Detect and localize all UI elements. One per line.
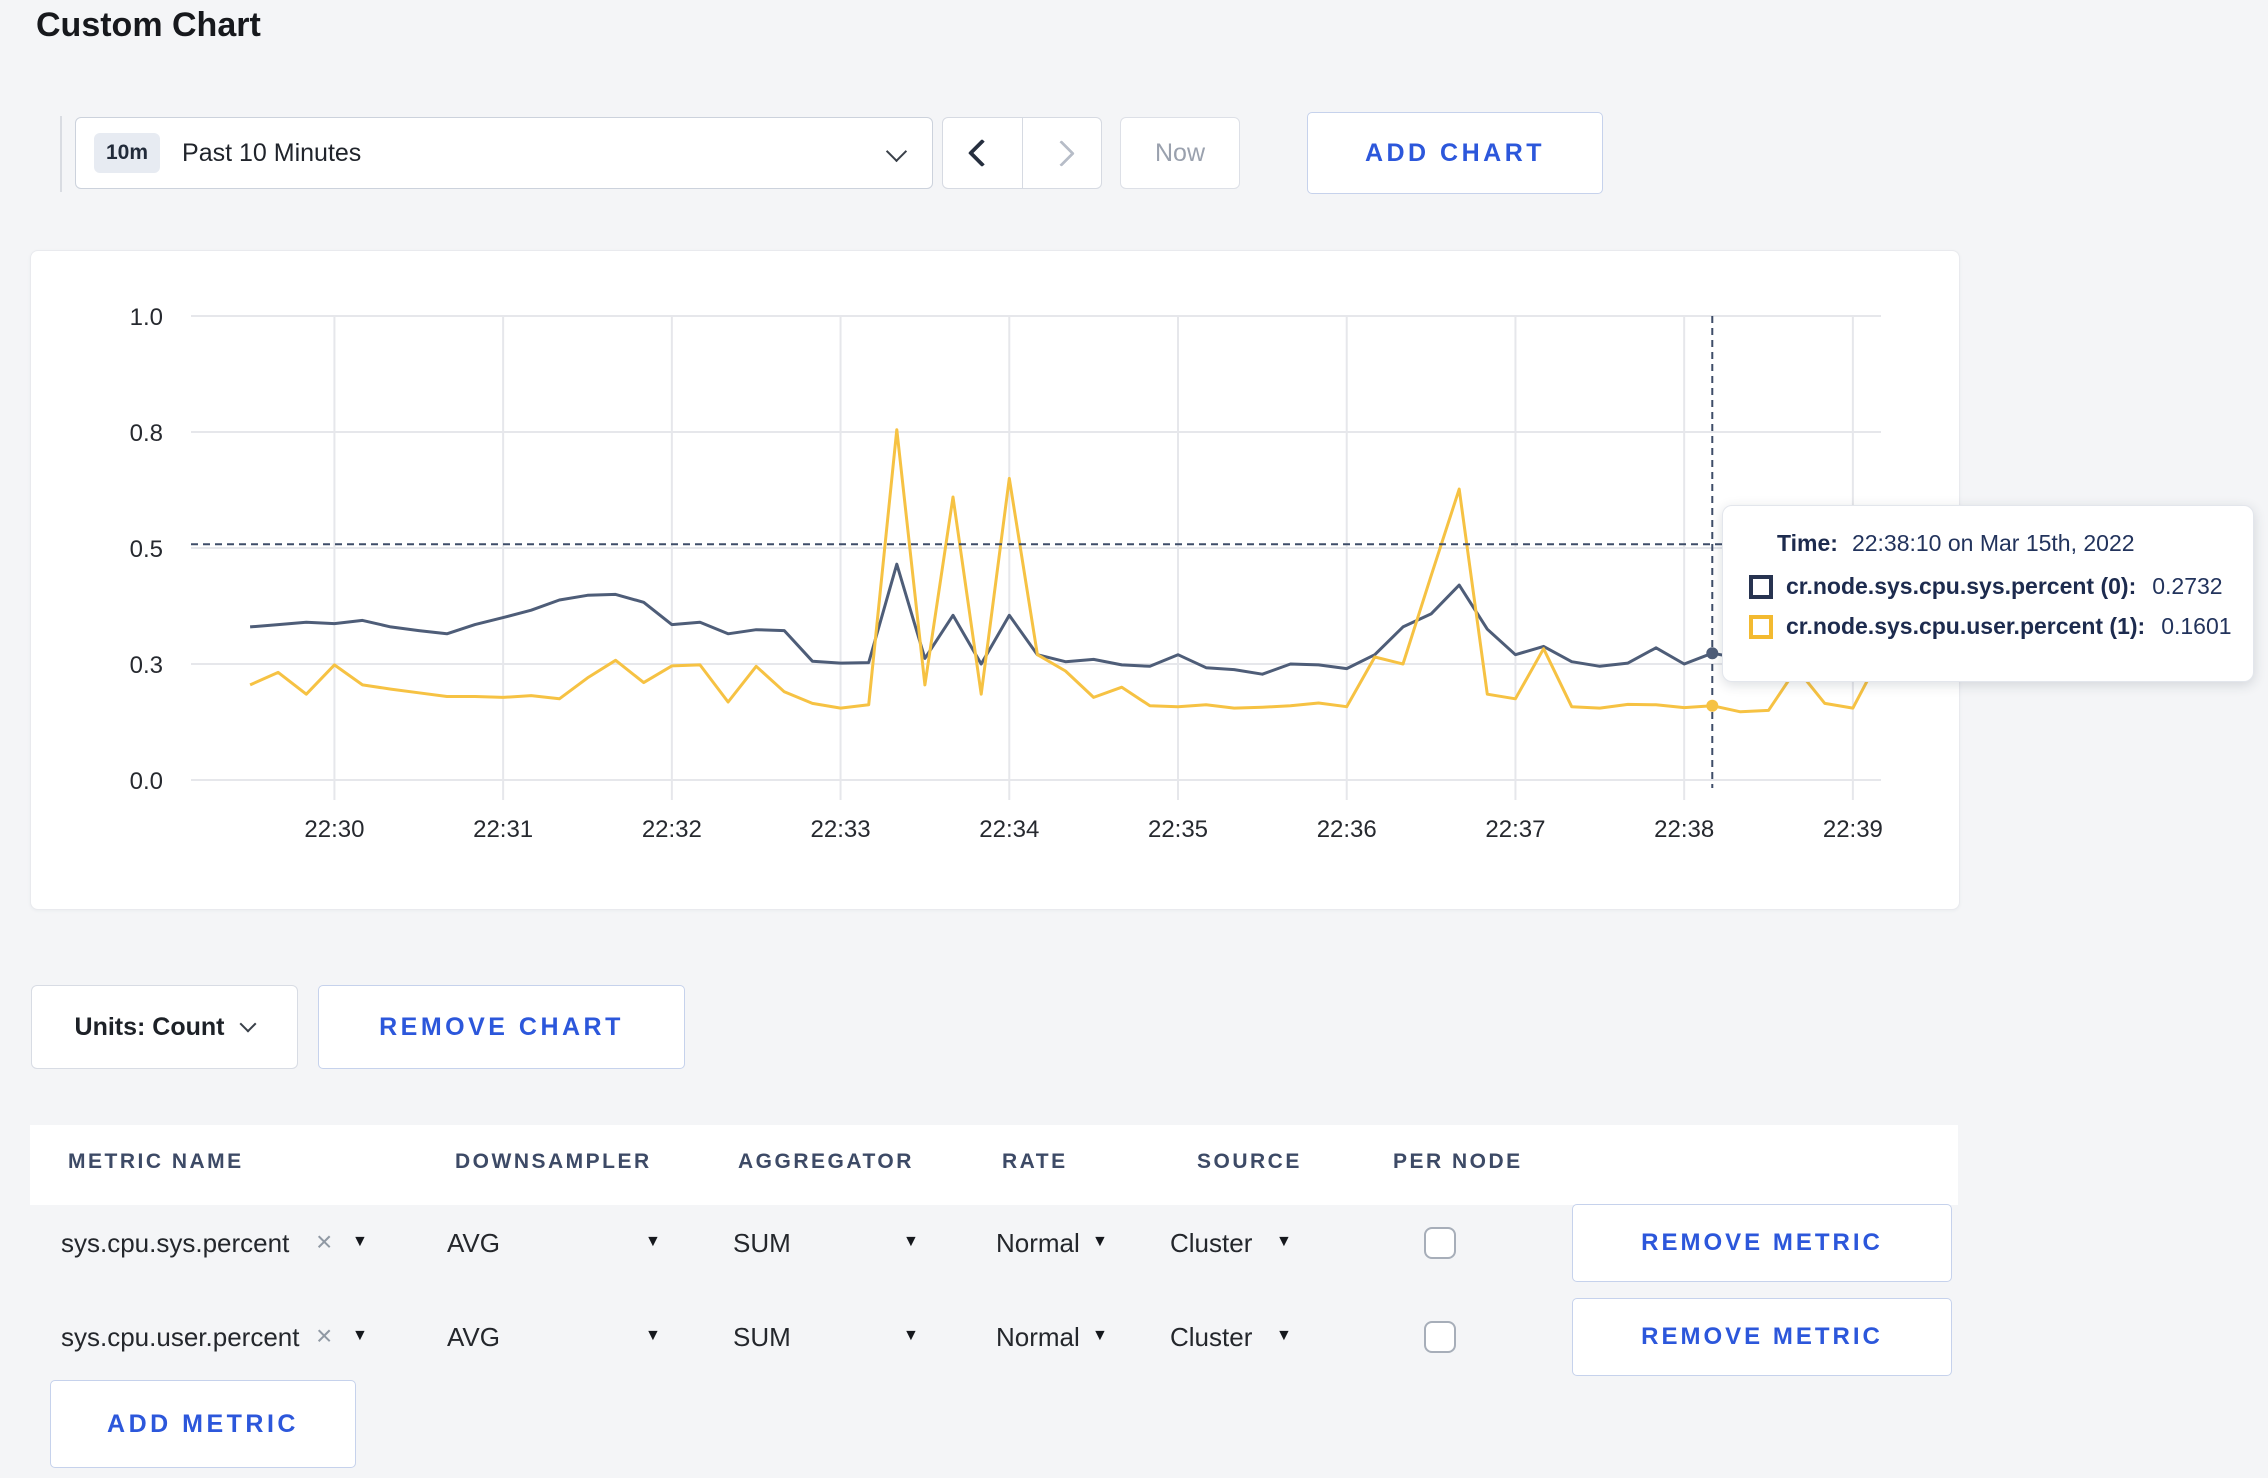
source-select[interactable]: Cluster: [1170, 1228, 1253, 1258]
svg-text:1.0: 1.0: [130, 304, 163, 331]
metric-name-select[interactable]: sys.cpu.sys.percent: [61, 1228, 290, 1258]
svg-text:0.5: 0.5: [130, 536, 163, 563]
svg-text:22:39: 22:39: [1823, 816, 1883, 843]
svg-text:22:31: 22:31: [473, 816, 533, 843]
time-range-label: Past 10 Minutes: [182, 138, 362, 167]
tooltip-series-label: cr.node.sys.cpu.user.percent (1):: [1786, 613, 2146, 639]
tooltip-time: Time: 22:38:10 on Mar 15th, 2022: [1777, 530, 2253, 557]
caret-down-icon[interactable]: ▼: [352, 1327, 368, 1344]
svg-text:22:35: 22:35: [1148, 816, 1208, 843]
next-time-button[interactable]: [1023, 118, 1102, 188]
caret-down-icon[interactable]: ▼: [1276, 1233, 1292, 1250]
page-title: Custom Chart: [36, 6, 261, 44]
chart-panel: 0.0 0.3 0.5 0.8 1.0 22:30 22:31 22:32 22:33 22:34…: [30, 250, 1960, 910]
tooltip-time-value: 22:38:10 on Mar 15th, 2022: [1851, 530, 2135, 556]
caret-down-icon[interactable]: ▼: [352, 1233, 368, 1250]
svg-text:22:37: 22:37: [1485, 816, 1545, 843]
svg-text:0.3: 0.3: [130, 652, 163, 679]
chevron-left-icon: [968, 138, 997, 168]
add-chart-button[interactable]: ADD CHART: [1307, 112, 1603, 194]
remove-metric-button[interactable]: REMOVE METRIC: [1572, 1204, 1952, 1282]
chevron-down-icon: [239, 1015, 257, 1033]
per-node-checkbox[interactable]: [1424, 1321, 1456, 1353]
col-header-source: SOURCE: [1197, 1150, 1302, 1173]
caret-down-icon[interactable]: ▼: [1092, 1327, 1108, 1344]
tooltip-time-label: Time:: [1777, 530, 1838, 556]
add-metric-button[interactable]: ADD METRIC: [50, 1380, 356, 1468]
col-header-rate: RATE: [1002, 1150, 1068, 1173]
svg-text:22:38: 22:38: [1654, 816, 1714, 843]
tooltip-series-row: cr.node.sys.cpu.sys.percent (0): 0.2732: [1749, 573, 2253, 600]
tooltip-series-value: 0.2732: [2152, 573, 2223, 599]
remove-chart-button[interactable]: REMOVE CHART: [318, 985, 685, 1069]
svg-text:0.0: 0.0: [130, 768, 163, 795]
time-range-dropdown[interactable]: 10m Past 10 Minutes: [75, 117, 933, 189]
svg-text:22:36: 22:36: [1317, 816, 1377, 843]
svg-text:22:30: 22:30: [304, 816, 364, 843]
aggregator-select[interactable]: SUM: [733, 1228, 791, 1258]
rate-select[interactable]: Normal: [996, 1228, 1080, 1258]
metrics-table-header: [30, 1125, 1958, 1205]
now-button[interactable]: Now: [1120, 117, 1240, 189]
units-dropdown[interactable]: Units: Count: [31, 985, 298, 1069]
per-node-checkbox[interactable]: [1424, 1227, 1456, 1259]
units-label: Units: Count: [74, 1012, 225, 1041]
series-swatch-sys-icon: [1749, 574, 1773, 599]
tooltip-series-row: cr.node.sys.cpu.user.percent (1): 0.1601: [1749, 613, 2253, 640]
remove-metric-button[interactable]: REMOVE METRIC: [1572, 1298, 1952, 1376]
caret-down-icon[interactable]: ▼: [903, 1327, 919, 1344]
downsampler-select[interactable]: AVG: [447, 1322, 500, 1352]
col-header-per-node: PER NODE: [1393, 1150, 1523, 1173]
time-range-badge: 10m: [94, 133, 161, 173]
caret-down-icon[interactable]: ▼: [645, 1233, 661, 1250]
rate-select[interactable]: Normal: [996, 1322, 1080, 1352]
prev-time-button[interactable]: [943, 118, 1023, 188]
caret-down-icon[interactable]: ▼: [1276, 1327, 1292, 1344]
aggregator-select[interactable]: SUM: [733, 1322, 791, 1352]
col-header-aggregator: AGGREGATOR: [738, 1150, 914, 1173]
chart-tooltip: Time: 22:38:10 on Mar 15th, 2022 cr.node.…: [1722, 505, 2254, 682]
chevron-right-icon: [1048, 139, 1076, 167]
metric-name-select[interactable]: sys.cpu.user.percent: [61, 1322, 300, 1352]
downsampler-select[interactable]: AVG: [447, 1228, 500, 1258]
svg-text:22:33: 22:33: [811, 816, 871, 843]
line-chart[interactable]: 0.0 0.3 0.5 0.8 1.0 22:30 22:31 22:32 22:33 22:34…: [31, 251, 1959, 909]
clear-metric-icon[interactable]: ×: [316, 1226, 333, 1257]
chevron-down-icon: [885, 140, 908, 163]
caret-down-icon[interactable]: ▼: [903, 1233, 919, 1250]
tooltip-series-value: 0.1601: [2161, 613, 2232, 639]
series-swatch-user-icon: [1749, 614, 1773, 639]
time-nav-group: [942, 117, 1102, 189]
col-header-metric-name: METRIC NAME: [68, 1150, 244, 1173]
clear-metric-icon[interactable]: ×: [316, 1320, 333, 1351]
toolbar-divider: [60, 116, 62, 192]
tooltip-series-label: cr.node.sys.cpu.sys.percent (0):: [1786, 573, 2137, 599]
source-select[interactable]: Cluster: [1170, 1322, 1253, 1352]
svg-text:0.8: 0.8: [130, 420, 163, 447]
svg-text:22:34: 22:34: [979, 816, 1039, 843]
col-header-downsampler: DOWNSAMPLER: [455, 1150, 652, 1173]
svg-text:22:32: 22:32: [642, 816, 702, 843]
caret-down-icon[interactable]: ▼: [645, 1327, 661, 1344]
caret-down-icon[interactable]: ▼: [1092, 1233, 1108, 1250]
